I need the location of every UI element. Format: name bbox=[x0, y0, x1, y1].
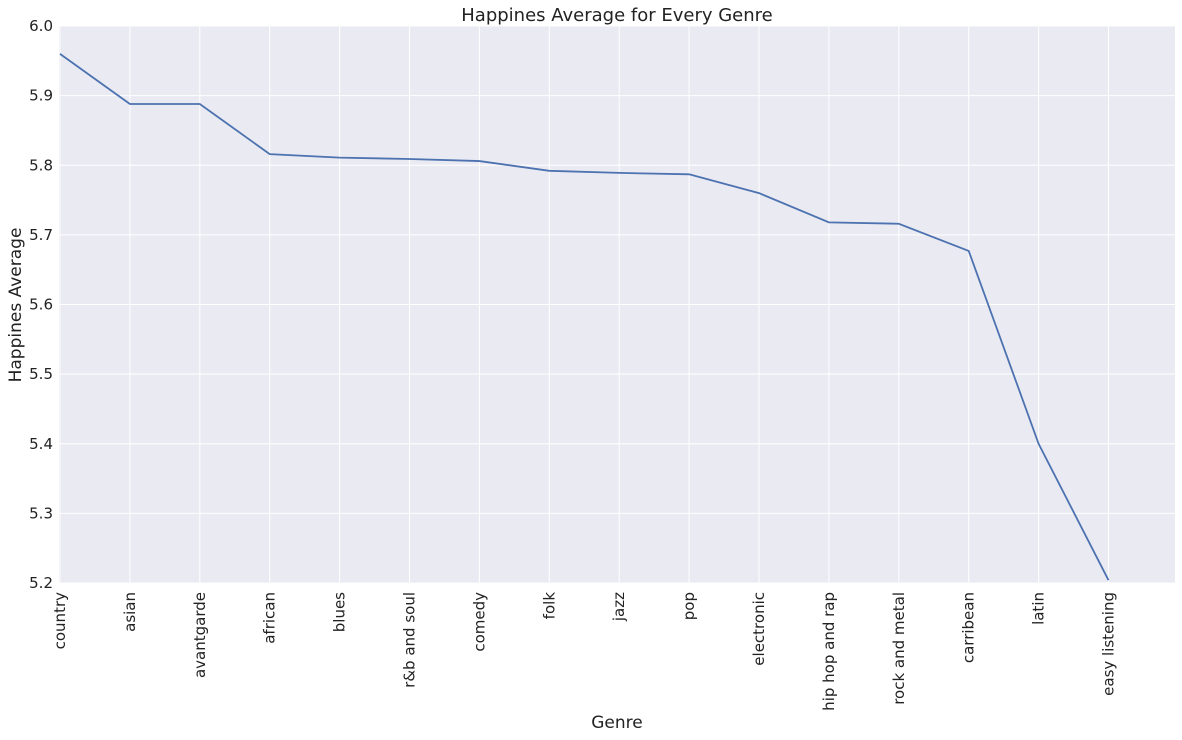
x-tick-label: r&b and soul bbox=[401, 592, 419, 688]
y-tick-label: 5.8 bbox=[29, 156, 53, 174]
x-tick-label: carribean bbox=[960, 592, 978, 663]
x-tick-label: jazz bbox=[610, 592, 628, 622]
x-tick-label: easy listening bbox=[1100, 592, 1118, 696]
x-tick-label: electronic bbox=[750, 592, 768, 666]
y-tick-label: 6.0 bbox=[29, 17, 53, 35]
y-tick-label: 5.2 bbox=[29, 574, 53, 592]
chart-title: Happines Average for Every Genre bbox=[461, 5, 773, 26]
series-line bbox=[59, 53, 1110, 581]
x-tick-label: blues bbox=[331, 592, 349, 632]
y-tick-label: 5.3 bbox=[29, 504, 53, 522]
x-tick-label: avantgarde bbox=[191, 592, 209, 678]
x-tick-label: comedy bbox=[470, 592, 488, 652]
x-tick-label: african bbox=[261, 592, 279, 644]
x-tick-label: hip hop and rap bbox=[820, 592, 838, 711]
x-tick-label: country bbox=[51, 592, 69, 649]
y-tick-label: 5.5 bbox=[29, 365, 53, 383]
x-tick-label: latin bbox=[1030, 592, 1048, 625]
y-tick-label: 5.6 bbox=[29, 296, 53, 314]
y-tick-label: 5.4 bbox=[29, 435, 53, 453]
x-gridlines bbox=[59, 26, 1109, 583]
y-tick-label: 5.9 bbox=[29, 87, 53, 105]
y-tick-labels: 5.2 5.3 5.4 5.5 5.6 5.7 5.8 5.9 6.0 bbox=[29, 17, 53, 592]
x-tick-labels: country asian avantgarde african blues r&b an… bbox=[51, 592, 1118, 711]
x-tick-label: rock and metal bbox=[890, 592, 908, 705]
y-tick-label: 5.7 bbox=[29, 226, 53, 244]
x-tick-label: folk bbox=[540, 592, 558, 620]
x-axis-title: Genre bbox=[591, 713, 642, 733]
y-axis-title: Happines Average bbox=[6, 228, 26, 383]
x-tick-label: pop bbox=[680, 592, 698, 620]
y-gridlines bbox=[59, 25, 1175, 584]
x-tick-label: asian bbox=[121, 592, 139, 632]
data-points bbox=[59, 53, 1109, 581]
